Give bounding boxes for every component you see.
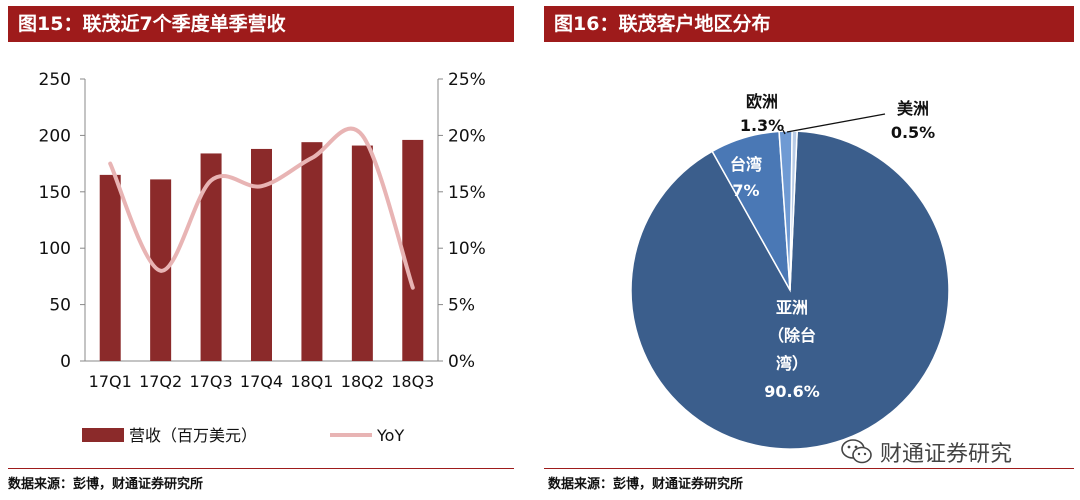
- revenue-bar: [200, 153, 222, 361]
- customer-region-pie-chart: 亚洲 （除台湾） 90.6% 台湾 7% 欧洲 1.3% 美洲 0.5%: [630, 92, 950, 450]
- y-tick-label-left: 250: [39, 70, 71, 90]
- pie-label-asia: （除台: [768, 326, 816, 345]
- yoy-line: [108, 126, 415, 290]
- y-tick-label-left: 100: [39, 239, 71, 259]
- revenue-bar-line-chart: 0 50 100 150 200 250 0% 5% 10% 15% 20% 25% 17Q1 17Q2 1…: [39, 70, 486, 445]
- y-tick-label-left: 50: [49, 296, 71, 316]
- x-tick-label: 18Q3: [391, 372, 434, 391]
- x-tick-label: 18Q1: [290, 372, 333, 391]
- y-tick-label-right: 15%: [448, 183, 486, 203]
- revenue-bar: [251, 148, 272, 361]
- y-tick-label-right: 0%: [448, 352, 475, 372]
- pie-label-europe: 欧洲: [746, 92, 778, 111]
- revenue-bar: [301, 142, 323, 361]
- x-tick-label: 17Q1: [89, 372, 132, 391]
- watermark-text: 财通证券研究: [880, 442, 1013, 467]
- right-chart-title: 图16：联茂客户地区分布: [544, 6, 1074, 42]
- x-tick-label: 17Q4: [240, 372, 283, 391]
- left-chart-title: 图15：联茂近7个季度单季营收: [8, 6, 514, 42]
- wechat-icon: [841, 439, 872, 464]
- wechat-watermark: 财通证券研究: [840, 436, 1012, 468]
- revenue-bar: [351, 145, 373, 361]
- y-tick-label-left: 150: [39, 183, 71, 203]
- pie-label-taiwan: 7%: [732, 181, 759, 200]
- left-source-note: 数据来源：彭博，财通证券研究所: [8, 477, 204, 492]
- left-source-divider: [8, 468, 514, 469]
- legend-label-revenue: 营收（百万美元）: [129, 426, 257, 445]
- revenue-bar: [402, 139, 424, 361]
- y-tick-label-left: 200: [39, 126, 71, 146]
- x-tick-label: 17Q3: [190, 372, 233, 391]
- right-source-note: 数据来源：彭博，财通证券研究所: [548, 477, 744, 492]
- y-tick-label-right: 10%: [448, 239, 486, 259]
- pie-label-asia: 湾）: [776, 354, 808, 373]
- pie-label-americas: 美洲: [897, 99, 929, 118]
- legend-swatch-revenue: [82, 428, 124, 442]
- x-tick-label: 17Q2: [139, 372, 182, 391]
- pie-label-asia: 90.6%: [764, 382, 820, 401]
- y-tick-label-left: 0: [60, 352, 71, 372]
- pie-label-europe: 1.3%: [740, 116, 784, 135]
- x-tick-label: 18Q2: [341, 372, 384, 391]
- y-tick-label-right: 20%: [448, 126, 486, 146]
- pie-label-asia: 亚洲: [776, 298, 808, 317]
- y-tick-label-right: 25%: [448, 70, 486, 90]
- right-source-divider: [544, 468, 1074, 469]
- y-tick-label-right: 5%: [448, 296, 475, 316]
- leader-americas: [786, 113, 886, 133]
- legend-label-yoy: YoY: [376, 426, 404, 445]
- pie-label-taiwan: 台湾: [730, 155, 762, 174]
- leader-europe: [782, 129, 786, 135]
- pie-label-americas: 0.5%: [891, 123, 935, 142]
- revenue-bar: [99, 174, 121, 361]
